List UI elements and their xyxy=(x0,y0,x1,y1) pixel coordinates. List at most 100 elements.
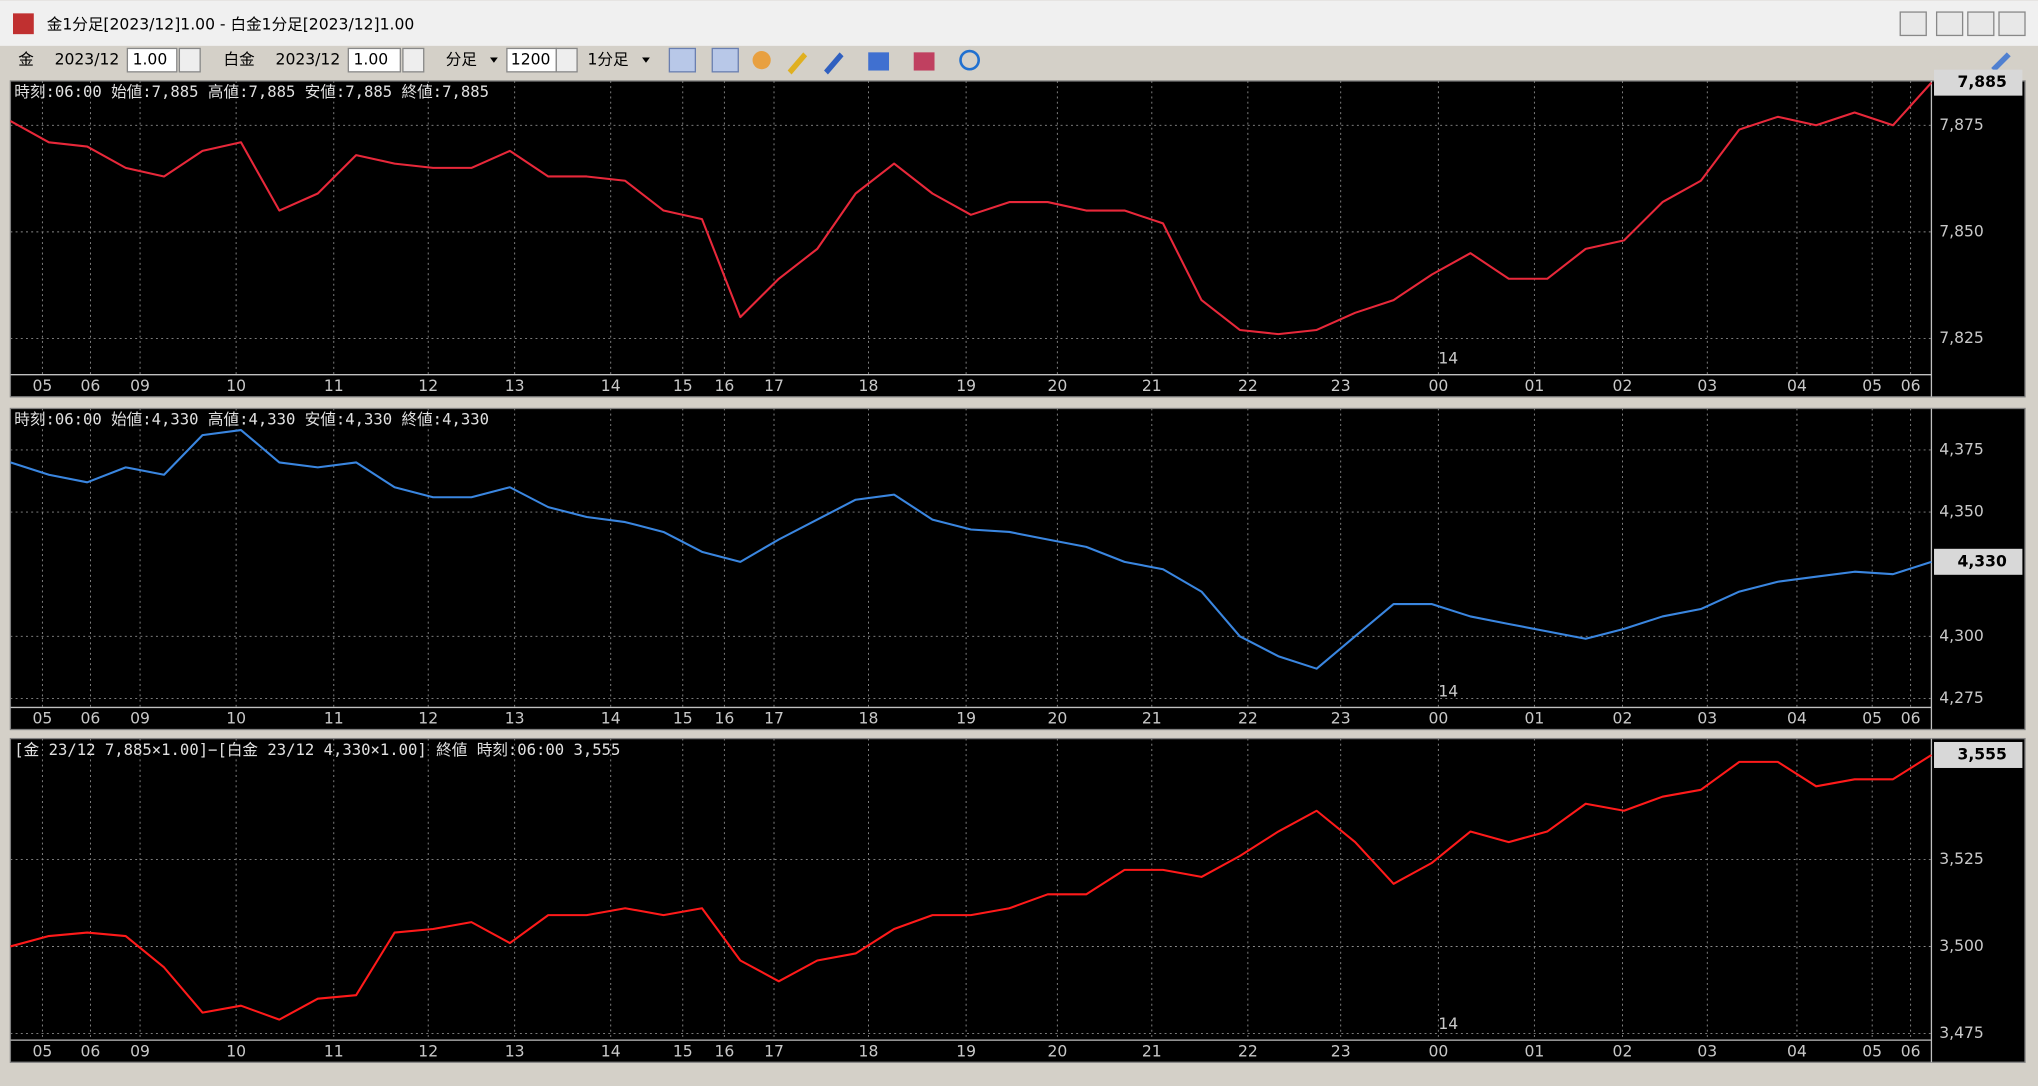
y-tick-label: 4,275 xyxy=(1939,689,1984,707)
x-tick-label: 17 xyxy=(764,377,784,395)
x-tick-label: 06 xyxy=(81,1042,101,1060)
month2-label: 2023/12 xyxy=(276,51,341,69)
y-tick-label: 3,525 xyxy=(1939,850,1984,868)
x-tick-label: 05 xyxy=(33,377,53,395)
x-tick-label: 17 xyxy=(764,1042,784,1060)
x-tick-label: 01 xyxy=(1524,1042,1544,1060)
minimize-button[interactable] xyxy=(1935,11,1964,37)
count-value: 1200 xyxy=(511,51,551,69)
mult2-spinner[interactable] xyxy=(402,47,425,73)
x-tick-label: 01 xyxy=(1524,710,1544,728)
last-value-box xyxy=(1934,548,2023,575)
last-value-label: 4,330 xyxy=(1958,552,2007,570)
x-tick-label: 02 xyxy=(1613,710,1633,728)
toolbar: 金 2023/12 1.00 白金 2023/12 1.00 分足 1200 1… xyxy=(18,47,2011,75)
x-tick-label: 06 xyxy=(1901,377,1921,395)
x-tick-label: 11 xyxy=(324,377,344,395)
x-tick-label: 05 xyxy=(33,1042,53,1060)
x-tick-label: 14 xyxy=(601,377,621,395)
x-tick-label: 17 xyxy=(764,710,784,728)
last-value-label: 7,885 xyxy=(1958,73,2007,91)
x-tick-label: 18 xyxy=(859,377,879,395)
x-tick-label: 10 xyxy=(226,1042,246,1060)
x-tick-label: 00 xyxy=(1428,710,1448,728)
chart-panel xyxy=(9,80,2026,398)
x-tick-label: 21 xyxy=(1142,1042,1162,1060)
x-tick-label: 19 xyxy=(956,710,976,728)
x-tick-label: 02 xyxy=(1613,1042,1633,1060)
y-tick-label: 7,850 xyxy=(1939,222,1984,240)
date-marker: 14 xyxy=(1438,682,1458,700)
x-tick-label: 03 xyxy=(1697,710,1717,728)
x-tick-label: 02 xyxy=(1613,377,1633,395)
x-tick-label: 23 xyxy=(1331,377,1351,395)
x-tick-label: 05 xyxy=(1862,377,1882,395)
tool-button[interactable] xyxy=(668,47,697,73)
item1-label: 金 xyxy=(18,51,34,69)
y-tick-label: 4,300 xyxy=(1939,627,1984,645)
x-tick-label: 13 xyxy=(505,710,525,728)
x-tick-label: 10 xyxy=(226,377,246,395)
y-tick-label: 3,475 xyxy=(1939,1024,1984,1042)
x-tick-label: 20 xyxy=(1047,377,1067,395)
dropdown-arrow xyxy=(490,57,498,63)
x-tick-label: 19 xyxy=(956,377,976,395)
interval-dropdown[interactable]: 1分足 xyxy=(587,51,628,69)
date-marker: 14 xyxy=(1438,350,1458,368)
pointer-tool[interactable] xyxy=(711,47,739,73)
restore-child-button[interactable] xyxy=(1899,11,1927,37)
x-tick-label: 23 xyxy=(1331,1042,1351,1060)
x-tick-label: 21 xyxy=(1142,710,1162,728)
x-tick-label: 01 xyxy=(1524,377,1544,395)
x-tick-label: 09 xyxy=(130,1042,150,1060)
count-spinner[interactable] xyxy=(555,47,578,73)
chart-panel xyxy=(9,407,2026,731)
x-tick-label: 22 xyxy=(1238,710,1258,728)
x-tick-label: 09 xyxy=(130,710,150,728)
x-tick-label: 23 xyxy=(1331,710,1351,728)
x-tick-label: 06 xyxy=(81,377,101,395)
x-tick-label: 12 xyxy=(418,710,438,728)
x-tick-label: 09 xyxy=(130,377,150,395)
mult2-input[interactable] xyxy=(347,47,401,73)
price-line xyxy=(10,754,1932,1021)
x-tick-label: 21 xyxy=(1142,377,1162,395)
x-tick-label: 15 xyxy=(673,377,693,395)
panel-header: [金 23/12 7,885×1.00]−[白金 23/12 4,330×1.0… xyxy=(14,741,620,759)
x-tick-label: 03 xyxy=(1697,377,1717,395)
last-value-box xyxy=(1934,69,2023,96)
close-button[interactable] xyxy=(1998,11,2026,37)
chart-type-button[interactable] xyxy=(868,52,890,71)
x-tick-label: 00 xyxy=(1428,1042,1448,1060)
x-tick-label: 20 xyxy=(1047,1042,1067,1060)
mult1-spinner[interactable] xyxy=(178,47,201,73)
month1-label: 2023/12 xyxy=(55,51,120,69)
x-tick-label: 10 xyxy=(226,710,246,728)
period-dropdown[interactable]: 分足 xyxy=(446,51,478,69)
refresh-button[interactable] xyxy=(959,49,981,71)
x-tick-label: 14 xyxy=(601,1042,621,1060)
y-tick-label: 7,825 xyxy=(1939,329,1984,347)
pen-tool[interactable] xyxy=(787,52,808,75)
x-tick-label: 06 xyxy=(81,710,101,728)
window-title: 金1分足[2023/12]1.00 - 白金1分足[2023/12]1.00 xyxy=(47,16,415,34)
y-tick-label: 7,875 xyxy=(1939,116,1984,134)
x-tick-label: 06 xyxy=(1901,710,1921,728)
settings-button[interactable] xyxy=(1991,52,2011,72)
x-tick-label: 15 xyxy=(673,1042,693,1060)
date-marker: 14 xyxy=(1438,1015,1458,1033)
x-tick-label: 06 xyxy=(1901,1042,1921,1060)
draw-tool[interactable] xyxy=(824,52,844,75)
x-tick-label: 05 xyxy=(33,710,53,728)
x-tick-label: 14 xyxy=(601,710,621,728)
price-line xyxy=(9,81,1933,336)
x-tick-label: 11 xyxy=(324,1042,344,1060)
maximize-button[interactable] xyxy=(1967,11,1995,37)
hand-tool[interactable] xyxy=(752,51,771,70)
panel-header: 時刻:06:00 始値:4,330 高値:4,330 安値:4,330 終値:4… xyxy=(14,411,489,429)
mult1-input[interactable] xyxy=(126,47,178,73)
indicator-button[interactable] xyxy=(913,52,935,71)
x-tick-label: 12 xyxy=(418,1042,438,1060)
